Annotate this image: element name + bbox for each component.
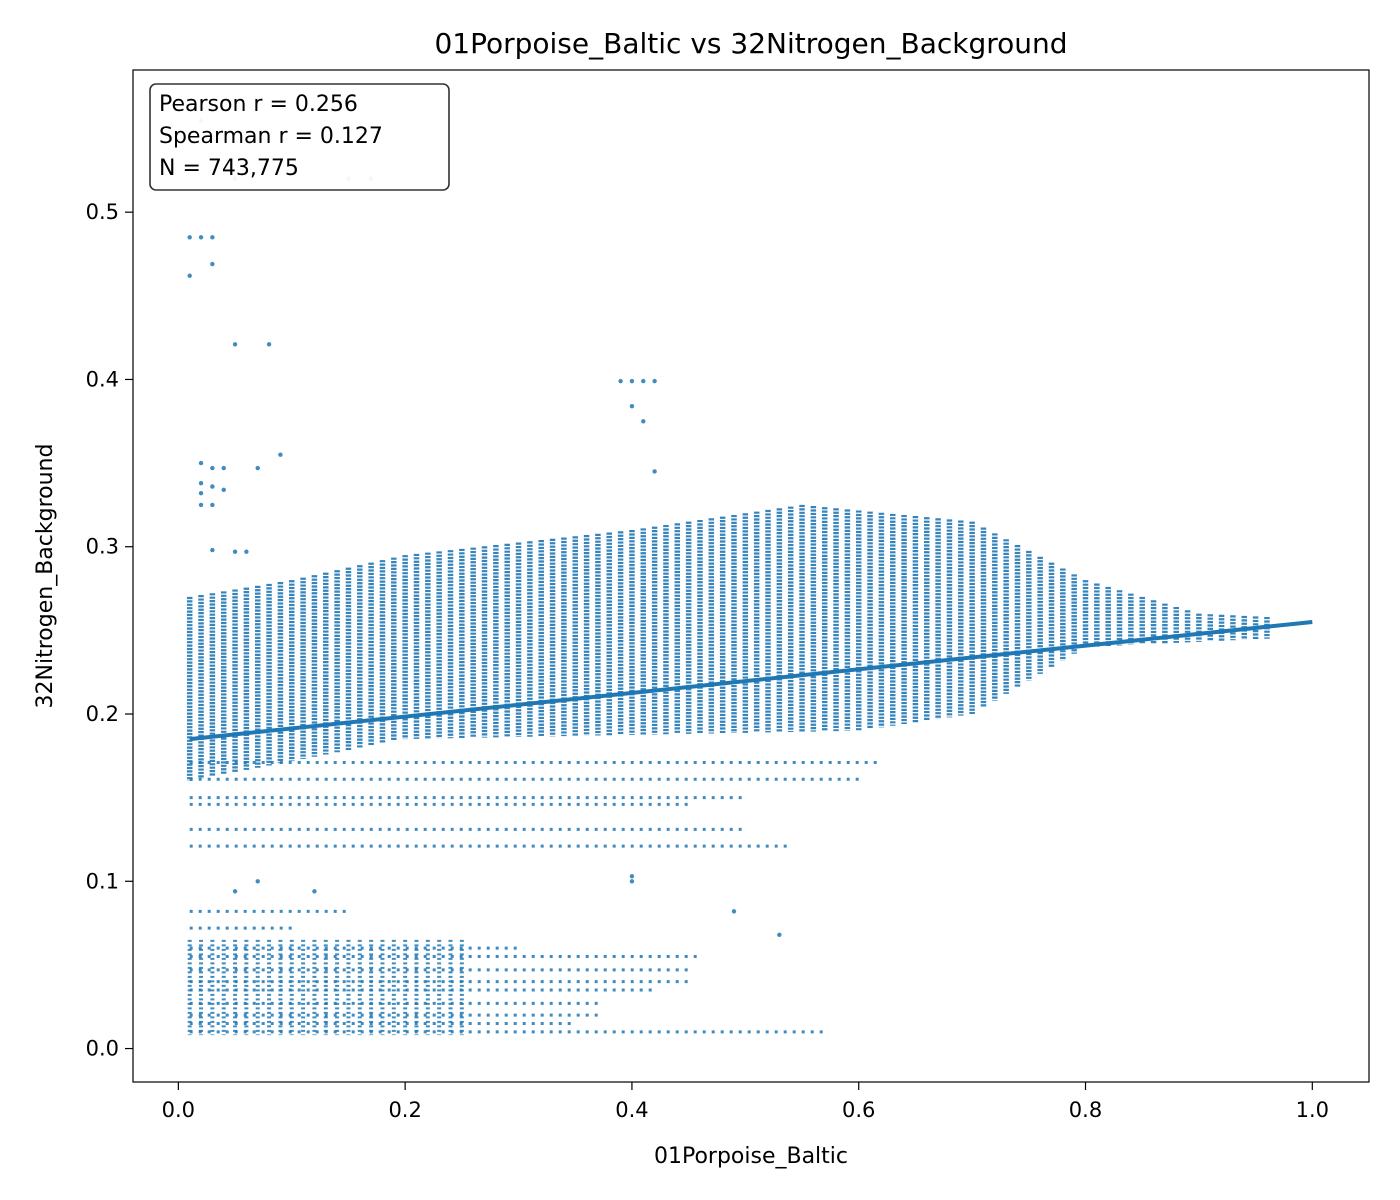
regression-line-group xyxy=(189,620,1313,742)
scatter-point xyxy=(652,469,657,474)
scatter-point xyxy=(198,235,204,240)
stats-box: Pearson r = 0.256 Spearman r = 0.127 N =… xyxy=(149,83,450,191)
scatter-point xyxy=(210,465,215,471)
scatter-point xyxy=(618,378,623,384)
y-axis-label: 32Nitrogen_Background xyxy=(33,444,58,709)
scatter-point xyxy=(187,235,192,240)
scatter-point xyxy=(629,879,635,884)
stats-n: N = 743,775 xyxy=(159,156,299,181)
y-tick-label: 0.5 xyxy=(86,200,119,224)
scatter-point xyxy=(629,378,635,384)
scatter-point xyxy=(210,484,215,489)
scatter-point xyxy=(210,261,215,267)
x-tick-label: 1.0 xyxy=(1296,1098,1329,1122)
scatter-point xyxy=(641,378,646,384)
y-tick-label: 0.4 xyxy=(86,367,119,391)
scatter-point xyxy=(312,889,317,894)
scatter-point xyxy=(198,460,204,466)
scatter-point xyxy=(266,342,272,347)
stats-spearman: Spearman r = 0.127 xyxy=(159,124,383,149)
scatter-point xyxy=(187,273,192,278)
scatter-point xyxy=(244,549,249,554)
x-tick-label: 0.6 xyxy=(842,1098,875,1122)
x-tick-label: 0.4 xyxy=(615,1098,648,1122)
scatter-point xyxy=(255,879,260,884)
scatter-point xyxy=(777,932,782,937)
x-tick-label: 0.8 xyxy=(1069,1098,1102,1122)
scatter-point xyxy=(232,549,238,554)
scatter-point xyxy=(198,502,204,508)
scatter-point xyxy=(210,547,215,553)
scatter-point xyxy=(652,378,657,384)
x-tick-label: 0.0 xyxy=(162,1098,195,1122)
x-tick-label: 0.2 xyxy=(388,1098,421,1122)
scatter-point xyxy=(731,909,737,914)
y-tick-label: 0.3 xyxy=(86,535,119,559)
scatter-point xyxy=(629,874,635,879)
scatter-point xyxy=(210,502,215,508)
stats-box-frame xyxy=(149,83,450,191)
scatter-point xyxy=(641,419,646,424)
chart-title: 01Porpoise_Baltic vs 32Nitrogen_Backgrou… xyxy=(434,27,1067,60)
scatter-point xyxy=(198,480,204,486)
scatter-point xyxy=(255,465,260,471)
plot-area-frame xyxy=(132,69,1370,1083)
y-tick-label: 0.1 xyxy=(86,869,119,893)
scatter-point xyxy=(629,404,635,409)
regression-line xyxy=(189,620,1313,742)
x-axis-label: 01Porpoise_Baltic xyxy=(654,1144,848,1169)
scatter-point xyxy=(232,889,238,894)
scatter-point xyxy=(221,487,226,493)
stats-pearson: Pearson r = 0.256 xyxy=(159,92,358,117)
scatter-point xyxy=(278,452,283,457)
scatter-point xyxy=(221,465,226,471)
scatter-points xyxy=(186,117,1270,1036)
y-tick-label: 0.0 xyxy=(86,1037,119,1061)
scatter-point xyxy=(232,342,238,347)
scatter-point xyxy=(198,491,204,496)
y-axis-ticks: 0.0 0.1 0.2 0.3 0.4 0.5 xyxy=(86,200,133,1061)
x-axis-ticks: 0.0 0.2 0.4 0.6 0.8 1.0 xyxy=(162,1082,1329,1122)
y-tick-label: 0.2 xyxy=(86,702,119,726)
scatter-point xyxy=(210,235,215,240)
